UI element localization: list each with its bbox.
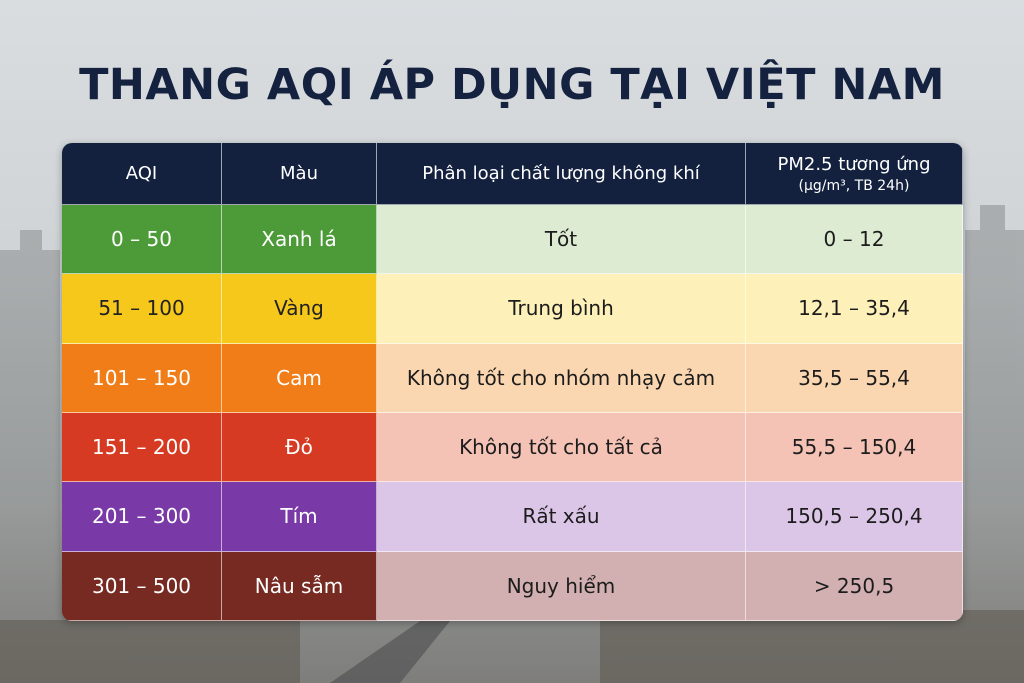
table-cell: 150,5 – 250,4 [746,482,963,552]
table-cell: Cam [222,343,377,413]
table-cell: Không tốt cho tất cả [377,413,746,483]
table-cell: > 250,5 [746,551,963,621]
table-cell: 201 – 300 [62,482,222,552]
header-cell: Màu [222,143,377,205]
table-cell: Nguy hiểm [377,551,746,621]
header-text: AQI [125,163,158,184]
table-cell: 0 – 50 [62,205,222,275]
header-text: Màu [280,163,318,184]
table-cell: 301 – 500 [62,551,222,621]
table-cell: Xanh lá [222,205,377,275]
table-cell: 101 – 150 [62,343,222,413]
table-cell: Tốt [377,205,746,275]
table-cell: Tím [222,482,377,552]
table-cell: Không tốt cho nhóm nhạy cảm [377,343,746,413]
table-cell: Rất xấu [377,482,746,552]
header-cell: PM2.5 tương ứng (µg/m³, TB 24h) [746,143,963,205]
header-note: (µg/m³, TB 24h) [798,177,910,194]
table-cell: Nâu sẫm [222,551,377,621]
table-cell: 35,5 – 55,4 [746,343,963,413]
table-cell: Đỏ [222,413,377,483]
header-cell: AQI [62,143,222,205]
table-cell: 55,5 – 150,4 [746,413,963,483]
table-cell: 12,1 – 35,4 [746,274,963,344]
table-cell: Vàng [222,274,377,344]
table-cell: 0 – 12 [746,205,963,275]
header-text: PM2.5 tương ứng [777,153,931,175]
title: THANG AQI ÁP DỤNG TẠI VIỆT NAM [79,60,945,110]
header-text: Phân loại chất lượng không khí [422,163,700,184]
table-cell: Trung bình [377,274,746,344]
table-cell: 51 – 100 [62,274,222,344]
aqi-table: AQI Màu Phân loại chất lượng không khí PM2.… [62,143,963,621]
header-cell: Phân loại chất lượng không khí [377,143,746,205]
table-cell: 151 – 200 [62,413,222,483]
